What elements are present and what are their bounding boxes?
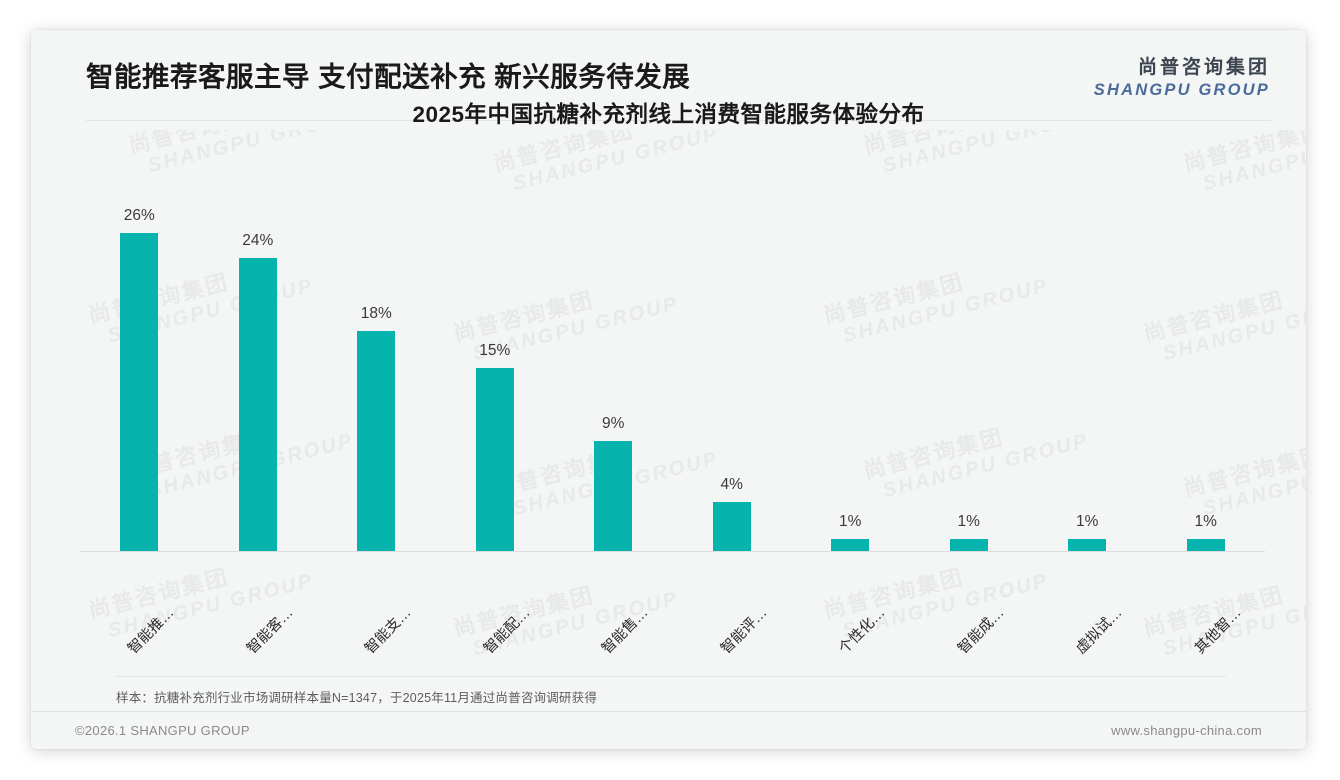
bar-group: 9%	[554, 165, 673, 552]
bar-value-label: 15%	[479, 341, 511, 359]
x-tick-slot: 智能售…	[554, 555, 673, 665]
bar-group: 1%	[791, 165, 910, 552]
chart-title: 2025年中国抗糖补充剂线上消费智能服务体验分布	[412, 102, 925, 127]
x-tick-label: 智能成…	[954, 604, 1008, 658]
chart-bar[interactable]	[1186, 538, 1225, 551]
chart-bar[interactable]	[831, 538, 870, 551]
x-tick-label: 智能配…	[480, 604, 534, 658]
chart-footnote: 样本：抗糖补充剂行业市场调研样本量N=1347，于2025年11月通过尚普咨询调…	[116, 691, 598, 705]
bar-value-label: 24%	[242, 231, 274, 249]
page-title: 智能推荐客服主导 支付配送补充 新兴服务待发展	[86, 61, 691, 92]
brand-logo-cn: 尚普咨询集团	[1137, 57, 1270, 78]
bar-value-label: 26%	[123, 207, 155, 225]
x-tick-label: 智能评…	[717, 604, 771, 658]
brand-logo-en: SHANGPU GROUP	[1093, 81, 1270, 99]
website-link[interactable]: www.shangpu-china.com	[1111, 723, 1262, 738]
chart-bar[interactable]	[120, 233, 159, 551]
x-tick-label: 智能推…	[125, 604, 178, 658]
bar-value-label: 1%	[1194, 512, 1217, 530]
x-axis-line	[80, 551, 1265, 552]
bar-value-label: 18%	[360, 305, 392, 323]
x-axis-tick-labels: 智能推… 智能客… 智能支… 智能配… 智能售… 智能评… 个性化… 智能成… 虚拟试… 其他智…	[80, 555, 1265, 665]
chart-bar[interactable]	[475, 367, 514, 551]
chart-bar[interactable]	[1068, 538, 1107, 551]
brand-logo: 尚普咨询集团 SHANGPU GROUP	[1094, 58, 1270, 99]
header-divider	[86, 120, 1271, 121]
bar-group: 24%	[199, 165, 318, 552]
x-tick-slot: 个性化…	[791, 555, 910, 665]
x-tick-slot: 虚拟试…	[1028, 555, 1147, 665]
footnote-divider	[116, 676, 1226, 677]
chart-bar[interactable]	[712, 502, 751, 551]
bar-group: 1%	[1028, 165, 1147, 552]
x-tick-label: 智能支…	[362, 604, 415, 658]
bar-group: 1%	[910, 165, 1029, 552]
x-tick-label: 个性化…	[836, 604, 889, 658]
chart-plot-area: 26% 24% 18% 15% 9% 4% 1% 1% 1% 1%	[80, 165, 1265, 552]
chart-bar[interactable]	[949, 538, 988, 551]
copyright-text: ©2026.1 SHANGPU GROUP	[75, 723, 250, 738]
x-tick-label: 其他智…	[1191, 604, 1245, 658]
x-tick-label: 智能客…	[243, 604, 297, 658]
bar-value-label: 1%	[957, 512, 980, 530]
bar-group: 18%	[317, 165, 436, 552]
x-tick-slot: 其他智…	[1147, 555, 1266, 665]
x-tick-slot: 智能成…	[910, 555, 1029, 665]
x-tick-label: 智能售…	[599, 604, 652, 658]
bar-value-label: 1%	[839, 512, 862, 530]
bar-value-label: 1%	[1076, 512, 1099, 530]
chart-bar[interactable]	[594, 441, 633, 551]
bar-group: 1%	[1147, 165, 1266, 552]
footer-divider	[31, 711, 1306, 712]
slide-canvas: 智能推荐客服主导 支付配送补充 新兴服务待发展 尚普咨询集团 SHANGPU G…	[31, 30, 1306, 749]
bar-group: 26%	[80, 165, 199, 552]
x-tick-label: 虚拟试…	[1073, 604, 1126, 658]
bar-group: 15%	[436, 165, 555, 552]
chart-bar[interactable]	[357, 331, 396, 551]
x-tick-slot: 智能客…	[199, 555, 318, 665]
x-tick-slot: 智能评…	[673, 555, 792, 665]
chart-bar[interactable]	[238, 257, 277, 551]
slide-footer: ©2026.1 SHANGPU GROUP www.shangpu-china.…	[31, 712, 1306, 749]
slide-header: 智能推荐客服主导 支付配送补充 新兴服务待发展 尚普咨询集团 SHANGPU G…	[31, 30, 1306, 121]
bar-value-label: 9%	[602, 415, 625, 433]
x-tick-slot: 智能支…	[317, 555, 436, 665]
bar-group: 4%	[673, 165, 792, 552]
x-tick-slot: 智能推…	[80, 555, 199, 665]
x-tick-slot: 智能配…	[436, 555, 555, 665]
bar-value-label: 4%	[720, 476, 743, 494]
